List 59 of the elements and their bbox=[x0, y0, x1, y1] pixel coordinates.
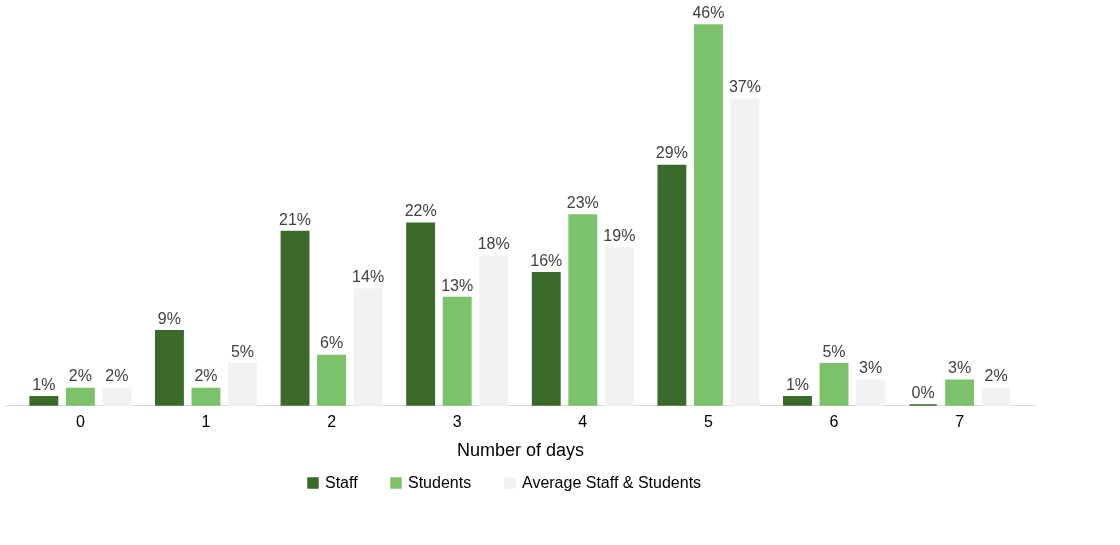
data-label: 3% bbox=[859, 359, 883, 377]
bar bbox=[531, 272, 561, 406]
data-label: 22% bbox=[404, 202, 437, 220]
data-label: 2% bbox=[68, 367, 92, 385]
data-label: 3% bbox=[948, 359, 972, 377]
data-label: 21% bbox=[279, 210, 312, 228]
data-label: 13% bbox=[441, 276, 474, 294]
x-tick-label: 7 bbox=[955, 412, 965, 430]
data-label: 23% bbox=[566, 194, 599, 211]
data-label: 29% bbox=[655, 144, 688, 162]
x-tick-label: 2 bbox=[327, 412, 337, 430]
bar bbox=[317, 354, 347, 406]
bar bbox=[604, 247, 634, 406]
bar bbox=[406, 222, 436, 406]
legend-label: Staff bbox=[325, 474, 359, 491]
data-label: 5% bbox=[822, 342, 846, 360]
data-label: 6% bbox=[320, 334, 344, 352]
data-label: 2% bbox=[105, 367, 129, 385]
x-tick-label: 0 bbox=[75, 412, 85, 430]
legend-label: Students bbox=[408, 474, 472, 491]
bar bbox=[945, 379, 975, 406]
data-label: 9% bbox=[157, 309, 181, 327]
bar bbox=[65, 387, 95, 406]
bar bbox=[154, 329, 184, 406]
x-tick-label: 1 bbox=[201, 412, 211, 430]
data-label: 16% bbox=[530, 251, 563, 269]
data-label: 2% bbox=[984, 367, 1008, 385]
bar bbox=[568, 214, 598, 406]
bar bbox=[191, 387, 221, 406]
bar bbox=[442, 296, 472, 406]
bar bbox=[730, 98, 760, 406]
data-label: 0% bbox=[911, 384, 935, 401]
data-label: 37% bbox=[728, 78, 761, 96]
data-label: 18% bbox=[477, 235, 510, 253]
bar bbox=[228, 362, 257, 406]
bar bbox=[783, 395, 812, 406]
bar bbox=[693, 24, 723, 406]
x-axis-title: Number of days bbox=[456, 439, 585, 460]
bar bbox=[479, 255, 509, 406]
data-label: 2% bbox=[194, 367, 218, 385]
bar bbox=[856, 379, 886, 406]
data-label: 46% bbox=[692, 4, 725, 21]
data-label: 14% bbox=[352, 268, 385, 286]
data-label: 5% bbox=[230, 342, 255, 360]
bar bbox=[353, 288, 383, 406]
x-tick-label: 3 bbox=[452, 412, 462, 430]
x-tick-label: 6 bbox=[829, 412, 839, 430]
x-tick-label: 5 bbox=[703, 412, 713, 430]
data-label: 1% bbox=[32, 375, 56, 393]
bar bbox=[819, 362, 849, 406]
data-label: 1% bbox=[785, 375, 810, 393]
bar bbox=[981, 387, 1011, 406]
legend-label: Average Staff & Students bbox=[522, 474, 702, 491]
x-tick-label: 4 bbox=[578, 412, 588, 430]
bar bbox=[657, 164, 687, 406]
bar bbox=[280, 230, 310, 406]
bar bbox=[29, 395, 59, 406]
bar bbox=[102, 387, 132, 406]
data-label: 19% bbox=[603, 227, 636, 245]
